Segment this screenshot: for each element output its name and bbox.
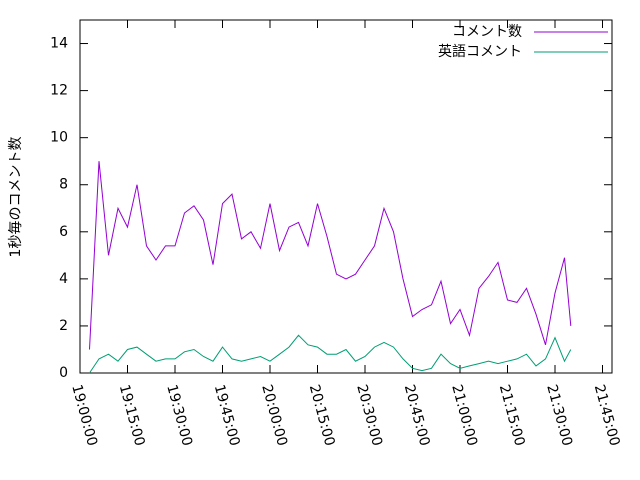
x-tick-label: 20:00:00	[258, 383, 290, 448]
y-tick-label: 10	[50, 130, 68, 146]
series-line	[89, 161, 572, 350]
plot-border	[79, 19, 613, 374]
y-tick-label: 0	[59, 365, 68, 381]
x-tick-label: 20:45:00	[401, 383, 433, 448]
y-tick-label: 6	[59, 224, 68, 240]
x-tick-label: 21:30:00	[543, 383, 575, 448]
x-tick-label: 20:15:00	[306, 383, 338, 448]
legend-label: コメント数	[452, 24, 522, 40]
x-tick-label: 21:00:00	[448, 383, 480, 448]
y-tick-label: 14	[50, 36, 68, 52]
y-tick-label: 2	[59, 318, 68, 334]
x-tick-label: 21:15:00	[496, 383, 528, 448]
legend-label: 英語コメント	[438, 43, 522, 60]
x-tick-label: 19:45:00	[211, 383, 243, 448]
x-tick-label: 21:45:00	[591, 383, 623, 448]
x-tick-label: 19:15:00	[116, 383, 148, 448]
y-axis-label: 1秒毎のコメント数	[8, 137, 24, 258]
y-tick-label: 4	[59, 271, 68, 287]
x-tick-label: 19:00:00	[68, 383, 100, 448]
series-line	[89, 334, 572, 374]
y-tick-label: 8	[59, 177, 68, 193]
x-tick-label: 19:30:00	[163, 383, 195, 448]
x-tick-label: 20:30:00	[353, 383, 385, 448]
y-tick-label: 12	[50, 83, 68, 99]
